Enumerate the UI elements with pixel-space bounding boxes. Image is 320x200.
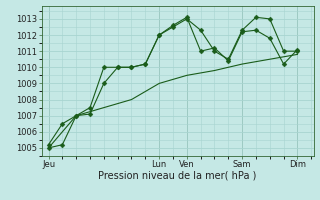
- X-axis label: Pression niveau de la mer( hPa ): Pression niveau de la mer( hPa ): [99, 171, 257, 181]
